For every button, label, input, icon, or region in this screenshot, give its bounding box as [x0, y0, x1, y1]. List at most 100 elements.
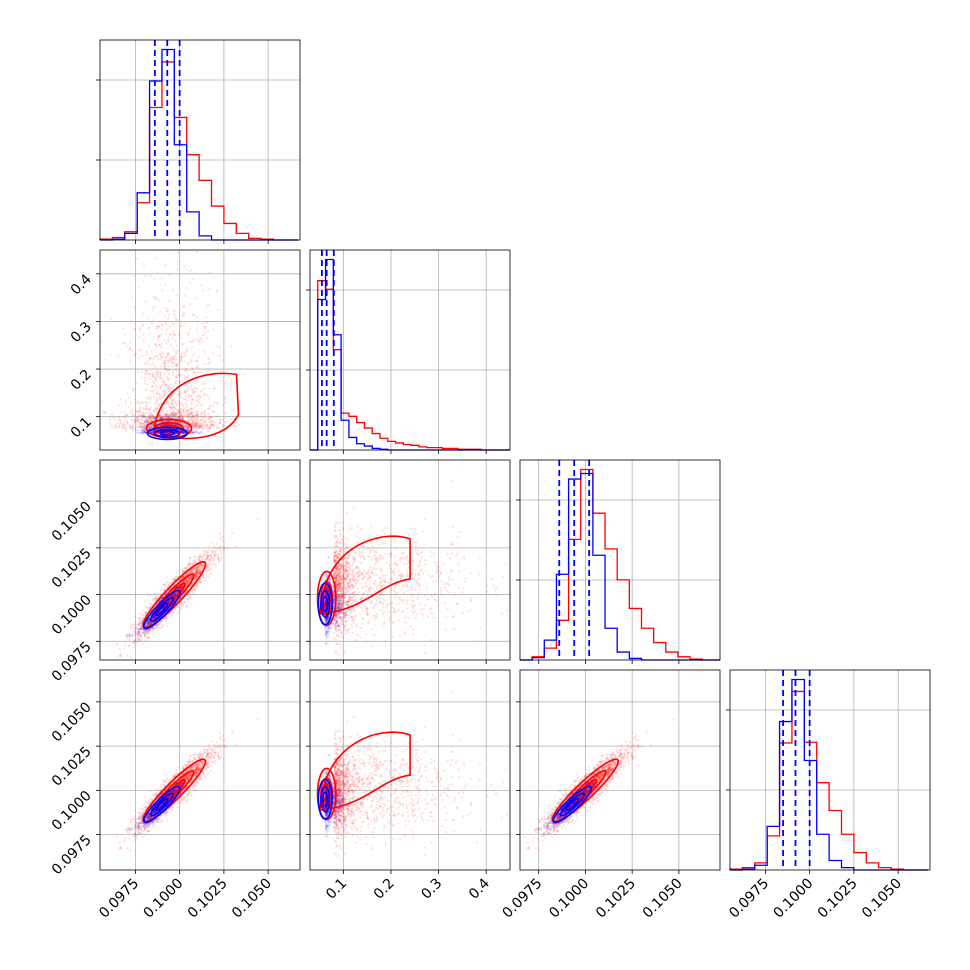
scatter-point	[185, 411, 188, 414]
scatter-point	[169, 599, 172, 602]
scatter-point	[166, 375, 169, 378]
scatter-point	[176, 420, 180, 424]
scatter-point	[148, 372, 151, 376]
scatter-point	[133, 418, 136, 421]
scatter-point	[172, 414, 175, 417]
scatter-point	[146, 383, 149, 386]
scatter-point	[192, 313, 195, 317]
scatter-point	[196, 320, 199, 323]
scatter-point	[178, 409, 181, 412]
scatter-point	[172, 329, 175, 333]
scatter-point	[194, 567, 197, 570]
scatter-point	[188, 596, 191, 599]
scatter-point	[204, 326, 207, 329]
scatter-point	[164, 401, 167, 404]
scatter-point	[195, 584, 198, 587]
scatter-point	[164, 411, 168, 415]
scatter-point	[169, 415, 172, 418]
scatter-point	[194, 567, 198, 571]
scatter-point	[183, 294, 187, 297]
scatter-point	[192, 410, 195, 414]
scatter-point	[173, 334, 176, 337]
scatter-point	[190, 421, 194, 424]
scatter-point	[150, 603, 153, 606]
scatter-point	[158, 412, 161, 415]
scatter-point	[196, 409, 199, 413]
scatter-point	[161, 377, 164, 380]
scatter-point	[138, 414, 141, 417]
scatter-point	[108, 419, 111, 422]
scatter-point	[195, 575, 198, 578]
scatter-point	[187, 598, 190, 602]
scatter-point	[178, 587, 181, 590]
scatter-point	[195, 572, 198, 575]
scatter-point	[141, 642, 144, 645]
scatter-point	[180, 395, 183, 398]
scatter-point	[172, 611, 175, 614]
scatter-point	[197, 556, 200, 559]
scatter-point	[146, 619, 150, 622]
scatter-point	[165, 615, 168, 618]
scatter-point	[176, 362, 179, 365]
scatter-point	[173, 357, 176, 360]
scatter-point	[194, 577, 197, 581]
scatter-point	[167, 351, 170, 355]
scatter-point	[195, 571, 198, 574]
scatter-point	[182, 313, 185, 316]
scatter-point	[178, 400, 181, 404]
scatter-point	[137, 633, 140, 636]
scatter-point	[195, 577, 198, 580]
scatter-point	[153, 616, 156, 619]
scatter-point	[207, 563, 211, 566]
scatter-point	[156, 623, 159, 627]
scatter-point	[206, 562, 210, 565]
scatter-point	[189, 395, 192, 398]
scatter-point	[212, 552, 215, 555]
scatter-point	[195, 413, 198, 416]
scatter-point	[150, 414, 153, 417]
scatter-point	[144, 420, 147, 423]
scatter-point	[175, 364, 179, 367]
scatter-point	[149, 594, 152, 597]
scatter-point	[190, 358, 193, 361]
scatter-point	[129, 341, 132, 344]
scatter-point	[190, 413, 193, 416]
scatter-point	[194, 588, 197, 591]
scatter-point	[191, 570, 194, 574]
scatter-point	[137, 631, 140, 634]
scatter-point	[171, 416, 174, 419]
scatter-point	[161, 420, 164, 423]
scatter-point	[177, 425, 180, 428]
scatter-point	[209, 415, 212, 418]
scatter-point	[178, 374, 181, 377]
scatter-point	[179, 413, 182, 417]
scatter-point	[166, 616, 169, 619]
histogram-blue-series	[520, 472, 720, 661]
scatter-point	[187, 425, 190, 428]
scatter-point	[195, 574, 198, 577]
scatter-point	[144, 633, 147, 636]
scatter-point	[102, 411, 105, 414]
scatter-point	[187, 430, 190, 433]
scatter-point	[187, 394, 190, 397]
scatter-point	[174, 420, 178, 423]
scatter-point	[114, 425, 117, 428]
scatter-point	[177, 425, 180, 428]
scatter-point	[220, 552, 223, 555]
scatter-point	[159, 420, 162, 423]
scatter-point	[215, 414, 218, 417]
scatter-point	[131, 632, 134, 636]
scatter-point	[149, 419, 152, 422]
scatter-point	[154, 354, 158, 358]
scatter-point	[190, 412, 193, 415]
scatter-point	[118, 425, 121, 428]
scatter-point	[147, 419, 150, 422]
scatter-point	[195, 570, 198, 573]
scatter-point	[144, 423, 147, 426]
scatter-point	[144, 379, 147, 382]
scatter-point	[179, 391, 182, 394]
red-scatter-cloud	[100, 250, 245, 430]
scatter-point	[156, 374, 159, 377]
scatter-point	[170, 361, 173, 364]
scatter-point	[204, 579, 207, 582]
